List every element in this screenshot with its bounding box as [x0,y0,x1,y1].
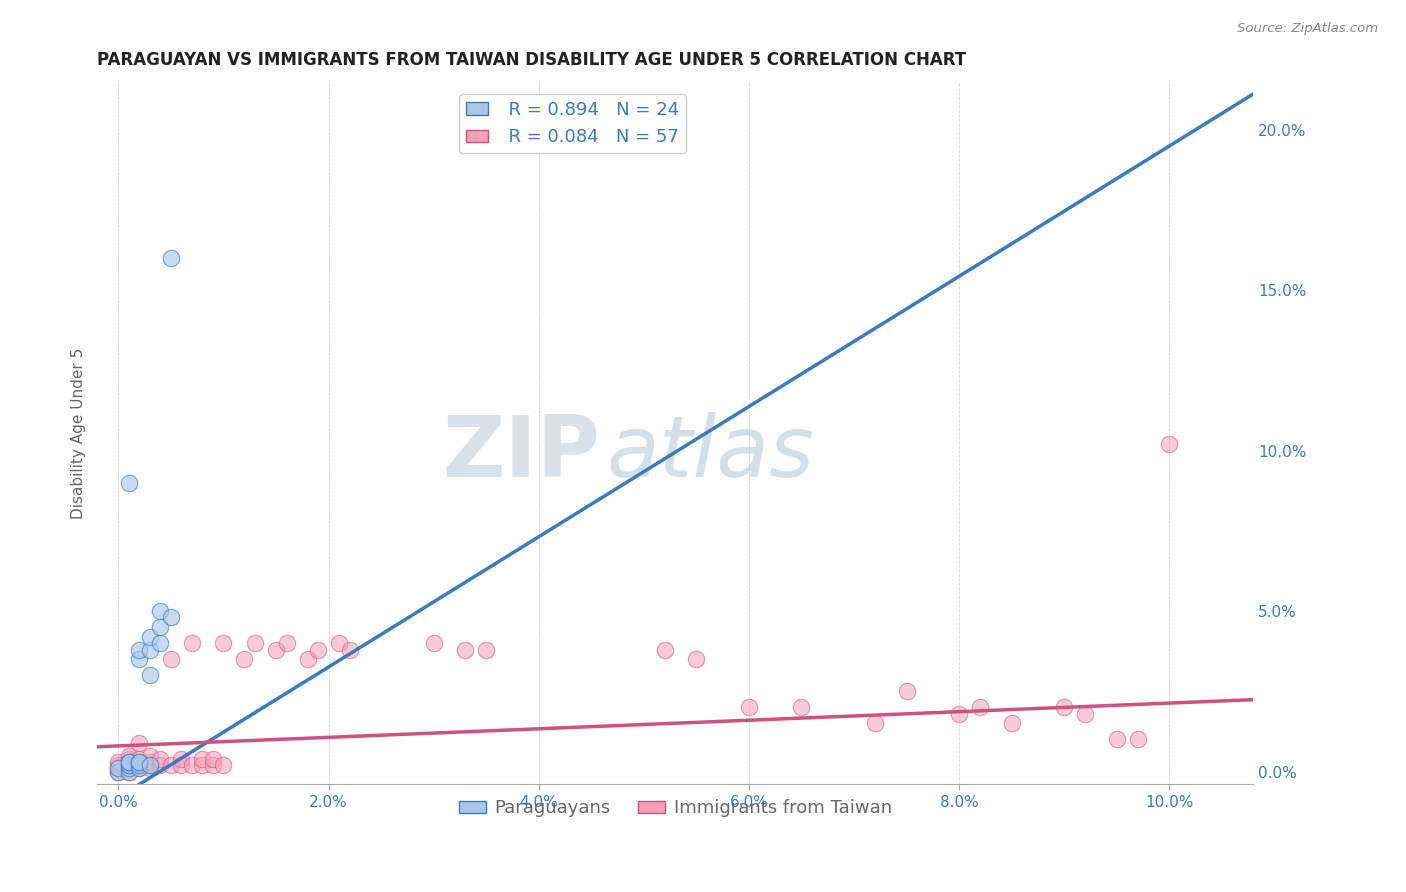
Point [339,642,361,657]
Point [128,652,150,666]
Point [969,700,991,714]
Text: atlas: atlas [606,412,814,495]
Point [107,764,129,779]
Point [212,758,235,772]
Point [128,755,150,769]
Point [139,668,162,682]
Point [896,684,918,698]
Point [118,475,141,490]
Point [139,758,162,772]
Point [149,752,172,766]
Point [128,752,150,766]
Point [149,620,172,634]
Point [328,636,350,650]
Point [191,752,214,766]
Point [118,761,141,775]
Point [1105,732,1128,747]
Point [307,642,329,657]
Point [454,642,477,657]
Point [128,761,150,775]
Point [139,642,162,657]
Point [1159,437,1181,451]
Point [1074,706,1097,721]
Point [107,764,129,779]
Point [139,761,162,775]
Point [233,652,256,666]
Point [1001,716,1024,731]
Point [139,630,162,644]
Point [118,752,141,766]
Point [118,764,141,779]
Point [149,636,172,650]
Legend: Paraguayans, Immigrants from Taiwan: Paraguayans, Immigrants from Taiwan [451,792,900,824]
Point [422,636,444,650]
Point [160,610,183,624]
Point [128,758,150,772]
Text: ZIP: ZIP [443,412,600,495]
Point [118,758,141,772]
Point [738,700,761,714]
Point [948,706,970,721]
Point [790,700,813,714]
Point [201,758,224,772]
Point [118,755,141,769]
Text: Source: ZipAtlas.com: Source: ZipAtlas.com [1237,22,1378,36]
Point [264,642,287,657]
Point [128,758,150,772]
Point [201,752,224,766]
Point [160,652,183,666]
Text: PARAGUAYAN VS IMMIGRANTS FROM TAIWAN DISABILITY AGE UNDER 5 CORRELATION CHART: PARAGUAYAN VS IMMIGRANTS FROM TAIWAN DIS… [97,51,966,69]
Point [149,758,172,772]
Point [118,755,141,769]
Point [139,755,162,769]
Point [1126,732,1149,747]
Point [654,642,676,657]
Point [139,758,162,772]
Point [685,652,707,666]
Point [297,652,319,666]
Point [181,758,204,772]
Point [276,636,298,650]
Point [107,755,129,769]
Point [1053,700,1076,714]
Point [212,636,235,650]
Point [160,758,183,772]
Point [863,716,886,731]
Point [181,636,204,650]
Point [160,251,183,265]
Point [139,748,162,763]
Point [475,642,498,657]
Point [128,755,150,769]
Point [170,758,193,772]
Point [128,761,150,775]
Point [118,755,141,769]
Point [118,764,141,779]
Point [191,758,214,772]
Point [118,758,141,772]
Point [149,604,172,618]
Point [243,636,266,650]
Point [118,748,141,763]
Point [118,758,141,772]
Point [170,752,193,766]
Point [107,758,129,772]
Y-axis label: Disability Age Under 5: Disability Age Under 5 [72,347,86,518]
Point [128,642,150,657]
Point [118,761,141,775]
Point [107,761,129,775]
Point [107,761,129,775]
Point [128,736,150,750]
